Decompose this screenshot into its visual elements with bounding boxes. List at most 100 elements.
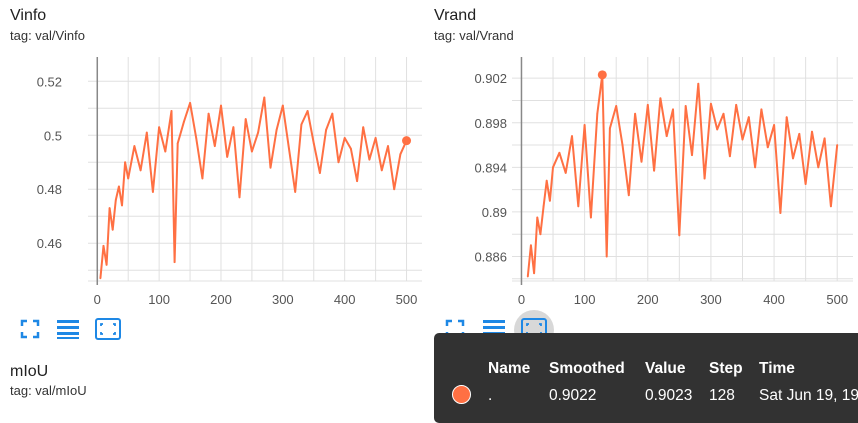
x-tick-label: 300 bbox=[700, 292, 722, 307]
data-point bbox=[207, 112, 210, 115]
data-point bbox=[836, 144, 839, 146]
data-point bbox=[823, 137, 826, 140]
chart-tag: tag: val/Vinfo bbox=[10, 28, 85, 43]
data-point bbox=[605, 255, 608, 258]
tooltip-header-value: Value bbox=[645, 360, 686, 377]
grid-lines bbox=[88, 57, 422, 282]
data-point bbox=[294, 191, 297, 193]
x-tick-label: 100 bbox=[574, 292, 596, 307]
y-tick-label: 0.89 bbox=[482, 205, 507, 220]
data-point bbox=[697, 82, 700, 85]
tooltip-name: . bbox=[488, 387, 493, 404]
data-point bbox=[608, 127, 611, 130]
data-point bbox=[792, 157, 794, 160]
data-point bbox=[238, 196, 241, 199]
data-point bbox=[539, 233, 542, 236]
data-point bbox=[343, 137, 346, 139]
data-point bbox=[596, 112, 599, 115]
data-point bbox=[621, 144, 624, 146]
x-tick-label: 0 bbox=[518, 292, 525, 307]
data-point bbox=[312, 142, 315, 145]
data-point bbox=[552, 166, 554, 169]
data-point bbox=[251, 150, 253, 153]
data-point bbox=[526, 275, 529, 278]
data-point bbox=[779, 212, 782, 214]
x-tick-label: 400 bbox=[334, 292, 356, 307]
data-point bbox=[829, 205, 832, 208]
grid-lines bbox=[512, 57, 853, 282]
data-point bbox=[306, 110, 309, 112]
data-point bbox=[393, 188, 396, 191]
data-point bbox=[703, 177, 706, 180]
data-point bbox=[263, 96, 266, 99]
fullscreen-icon[interactable] bbox=[442, 316, 468, 342]
data-point bbox=[226, 155, 229, 158]
x-tick-label: 400 bbox=[763, 292, 785, 307]
data-point bbox=[659, 97, 662, 100]
data-point bbox=[118, 185, 120, 188]
tooltip-smoothed: 0.9022 bbox=[549, 387, 597, 404]
y-tick-label: 0.5 bbox=[44, 128, 62, 143]
series-color-swatch bbox=[452, 385, 471, 404]
list-icon[interactable] bbox=[55, 316, 81, 342]
data-point bbox=[356, 180, 358, 183]
data-point bbox=[139, 169, 142, 172]
data-point bbox=[127, 177, 130, 180]
data-point bbox=[684, 105, 687, 107]
x-tick-label: 100 bbox=[148, 292, 170, 307]
data-point bbox=[257, 131, 259, 134]
data-point bbox=[741, 138, 744, 141]
data-point bbox=[349, 147, 352, 150]
y-tick-label: 0.894 bbox=[474, 160, 507, 175]
data-point bbox=[590, 216, 592, 219]
hover-marker bbox=[402, 136, 412, 146]
fullscreen-icon[interactable] bbox=[17, 316, 43, 342]
data-point bbox=[640, 160, 643, 163]
data-point bbox=[195, 137, 198, 139]
data-point bbox=[691, 154, 693, 156]
data-point bbox=[201, 177, 204, 180]
data-point bbox=[773, 124, 775, 126]
data-point bbox=[189, 101, 191, 104]
data-point bbox=[182, 120, 185, 123]
data-point bbox=[380, 169, 383, 172]
data-point bbox=[728, 155, 731, 158]
x-tick-label: 200 bbox=[210, 292, 232, 307]
fit-domain-icon[interactable] bbox=[94, 316, 121, 342]
data-point bbox=[571, 135, 573, 138]
data-point bbox=[213, 145, 216, 147]
chart-title: Vrand bbox=[434, 7, 477, 24]
y-tick-label: 0.886 bbox=[474, 249, 507, 264]
hover-marker bbox=[597, 70, 607, 80]
data-point bbox=[804, 183, 807, 185]
data-point bbox=[158, 126, 161, 129]
data-point bbox=[760, 108, 763, 111]
data-point bbox=[399, 153, 402, 156]
data-point bbox=[716, 128, 719, 131]
data-point bbox=[362, 126, 365, 129]
data-point bbox=[281, 104, 284, 107]
chart-vinfo[interactable]: 0.46 0.48 0.5 0.52 0 100 200 300 400 500 bbox=[0, 0, 430, 315]
x-tick-label: 500 bbox=[826, 292, 848, 307]
data-point bbox=[710, 102, 712, 105]
tooltip-time: Sat Jun 19, 19 bbox=[759, 387, 858, 404]
data-point bbox=[545, 179, 548, 182]
data-point bbox=[319, 172, 321, 174]
data-point bbox=[269, 166, 272, 169]
data-point bbox=[766, 146, 769, 149]
data-point bbox=[785, 116, 788, 119]
data-point bbox=[176, 142, 179, 145]
chart-vrand[interactable]: 0.886 0.89 0.894 0.898 0.902 0 100 200 300 400 500 bbox=[0, 0, 858, 315]
data-tooltip: Name Smoothed Value Step Time . 0.9022 0… bbox=[434, 333, 858, 423]
data-point bbox=[108, 207, 111, 210]
data-point bbox=[368, 158, 371, 161]
data-point bbox=[170, 110, 173, 112]
x-tick-label: 500 bbox=[396, 292, 418, 307]
data-point bbox=[331, 112, 334, 115]
data-point bbox=[105, 263, 108, 266]
data-point bbox=[678, 234, 681, 237]
data-point bbox=[99, 277, 102, 280]
y-tick-label: 0.898 bbox=[474, 116, 507, 131]
data-point bbox=[530, 244, 532, 247]
data-point bbox=[173, 261, 176, 264]
